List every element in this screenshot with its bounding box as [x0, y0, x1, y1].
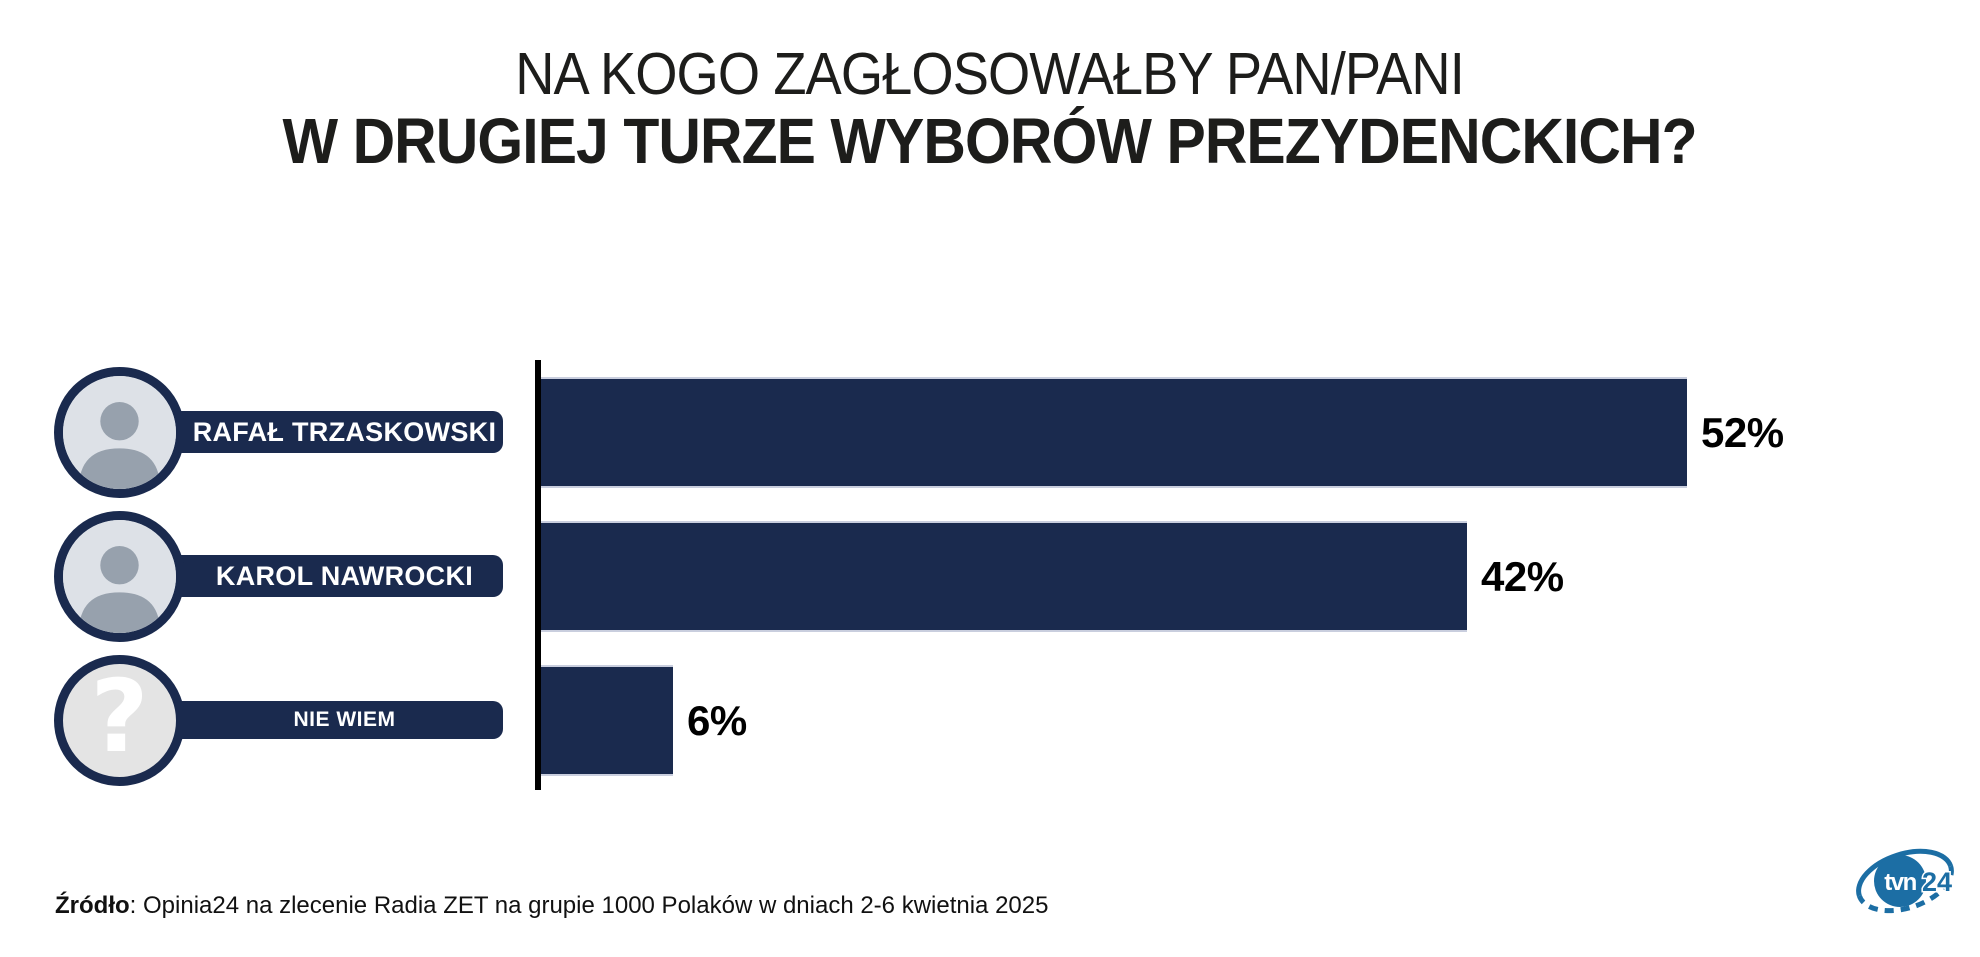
trzaskowski-photo: [54, 367, 185, 498]
bar-row-nie-wiem: 6%: [541, 665, 747, 776]
bar-row-nawrocki: 42%: [541, 521, 1564, 632]
tvn24-logo: tvn 24: [1853, 842, 1958, 924]
bar-row-trzaskowski: 52%: [541, 377, 1784, 488]
candidate-name: RAFAŁ TRZASKOWSKI: [192, 416, 497, 447]
source-label: Źródło: [55, 892, 130, 919]
value-label-nawrocki: 42%: [1481, 552, 1564, 600]
tvn24-logo-icon: tvn 24: [1856, 848, 1954, 914]
value-label-nie-wiem: 6%: [687, 696, 747, 744]
chart-baseline-axis: [535, 360, 541, 790]
nawrocki-photo: [54, 511, 185, 642]
source-note: Źródło: Opinia24 na zlecenie Radia ZET n…: [55, 892, 1048, 920]
candidate-name: KAROL NAWROCKI: [215, 560, 474, 591]
question-mark-avatar: ?: [54, 655, 185, 786]
bar-trzaskowski: [541, 377, 1687, 488]
poll-question-line1: NA KOGO ZAGŁOSOWAŁBY PAN/PANI: [515, 41, 1466, 107]
bar-nie-wiem: [541, 665, 673, 776]
person-silhouette-icon: [63, 520, 176, 633]
value-label-trzaskowski: 52%: [1701, 408, 1784, 456]
poll-question-line2: W DRUGIEJ TURZE WYBORÓW PREZYDENCKICH?: [282, 105, 1698, 177]
source-text: : Opinia24 na zlecenie Radia ZET na grup…: [129, 892, 1049, 919]
tvn24-logo-number: 24: [1922, 867, 1952, 897]
question-mark-icon: ?: [90, 657, 149, 775]
tvn-logo-text: tvn: [1884, 869, 1916, 896]
bar-nawrocki: [541, 521, 1467, 632]
person-silhouette-icon: [63, 376, 176, 489]
candidate-name: NIE WIEM: [293, 708, 396, 731]
